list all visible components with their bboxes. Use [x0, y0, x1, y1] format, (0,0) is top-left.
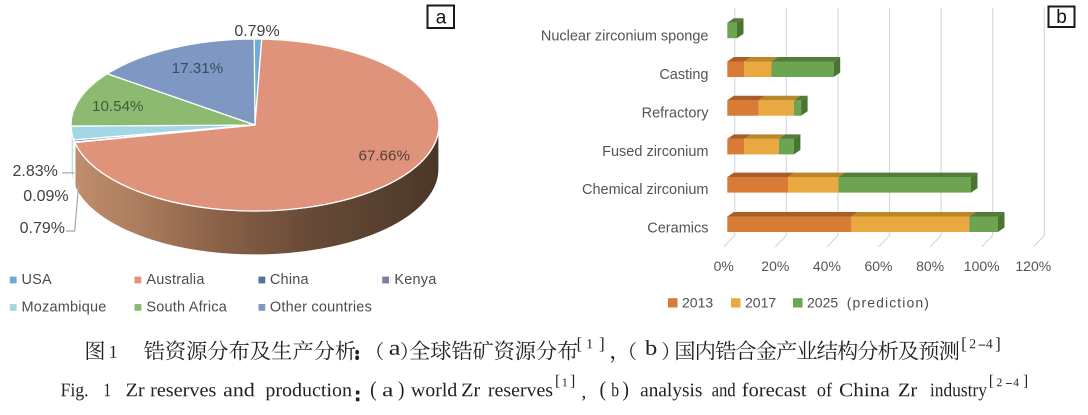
svg-text:Fused zirconium: Fused zirconium — [602, 144, 708, 160]
svg-text:China: China — [270, 272, 310, 288]
svg-text:120%: 120% — [1015, 258, 1051, 274]
svg-text:80%: 80% — [916, 258, 944, 274]
svg-text:2025: 2025 — [807, 295, 838, 311]
svg-text:Ceramics: Ceramics — [647, 221, 708, 237]
svg-text:10.54%: 10.54% — [92, 98, 144, 115]
svg-text:a: a — [436, 8, 447, 29]
svg-text:0.09%: 0.09% — [23, 188, 68, 205]
svg-text:Nuclear zirconium sponge: Nuclear zirconium sponge — [541, 28, 709, 44]
svg-text:0%: 0% — [714, 258, 734, 274]
svg-text:Casting: Casting — [659, 67, 708, 83]
svg-text:b: b — [1056, 7, 1067, 28]
svg-text:Other countries: Other countries — [270, 300, 372, 316]
svg-text:40%: 40% — [813, 258, 841, 274]
svg-text:17.31%: 17.31% — [172, 60, 224, 77]
svg-text:0.79%: 0.79% — [234, 23, 279, 40]
svg-text:100%: 100% — [964, 258, 1000, 274]
svg-text:(prediction): (prediction) — [847, 295, 930, 311]
svg-text:South Africa: South Africa — [146, 300, 227, 316]
svg-text:Kenya: Kenya — [394, 272, 437, 288]
svg-text:Chemical zirconium: Chemical zirconium — [582, 182, 709, 198]
svg-text:0.79%: 0.79% — [20, 220, 65, 237]
svg-text:60%: 60% — [864, 258, 892, 274]
svg-text:20%: 20% — [761, 258, 789, 274]
svg-text:Refractory: Refractory — [642, 105, 710, 121]
svg-text:USA: USA — [22, 272, 53, 288]
svg-text:Mozambique: Mozambique — [22, 300, 107, 316]
svg-text:67.66%: 67.66% — [358, 148, 410, 165]
svg-text:2.83%: 2.83% — [13, 163, 58, 180]
svg-text:2017: 2017 — [745, 295, 776, 311]
svg-text:Australia: Australia — [146, 272, 205, 288]
svg-text:2013: 2013 — [682, 295, 713, 311]
